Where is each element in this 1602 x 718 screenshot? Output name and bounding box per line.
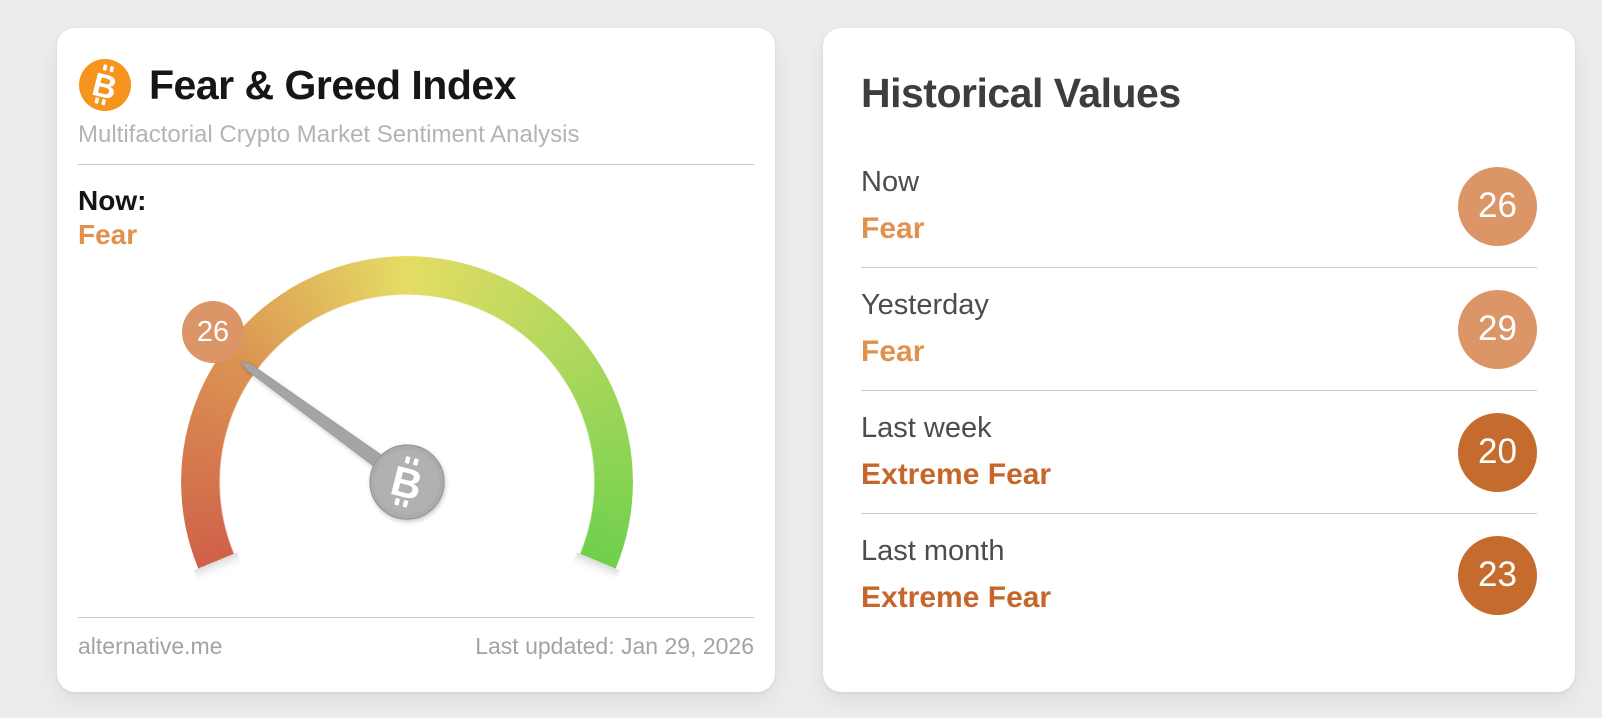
history-value-badge: 23 — [1458, 535, 1537, 615]
history-row-yesterday: Yesterday Fear 29 — [861, 267, 1537, 390]
history-sentiment: Fear — [861, 335, 925, 368]
history-period-label: Yesterday — [861, 289, 989, 321]
history-period-label: Now — [861, 166, 920, 198]
historical-values-title: Historical Values — [861, 70, 1181, 116]
fear-greed-gauge: B 26 — [78, 251, 754, 714]
history-sentiment: Extreme Fear — [861, 581, 1052, 614]
page-title: Fear & Greed Index — [149, 61, 516, 108]
historical-rows: Now Fear 26 Yesterday Fear 29 Last week … — [861, 145, 1537, 636]
gauge-value-badge: 26 — [182, 301, 244, 364]
history-value-badge: 20 — [1458, 412, 1537, 492]
index-card-header: B Fear & Greed Index — [78, 58, 754, 112]
history-row-last-month: Last month Extreme Fear 23 — [861, 513, 1537, 636]
now-label: Now: — [78, 185, 147, 216]
index-subtitle: Multifactorial Crypto Market Sentiment A… — [78, 121, 580, 148]
historical-values-card: Historical Values Now Fear 26 Yesterday … — [823, 28, 1575, 692]
now-sentiment-value: Fear — [78, 218, 138, 250]
source-link[interactable]: alternative.me — [78, 633, 223, 659]
history-period-label: Last month — [861, 535, 1005, 567]
history-row-now: Now Fear 26 — [861, 145, 1537, 267]
gauge-needle: B — [239, 360, 445, 520]
history-row-last-week: Last week Extreme Fear 20 — [861, 390, 1537, 513]
gauge-hub: B — [369, 444, 445, 520]
fear-greed-index-card: B Fear & Greed Index Multifactorial Cryp… — [57, 28, 775, 714]
last-updated-text: Last updated: Jan 29, 2026 — [475, 633, 754, 659]
history-sentiment: Fear — [861, 212, 925, 245]
header-divider — [78, 164, 754, 165]
history-value-badge: 26 — [1458, 166, 1537, 246]
history-value-badge: 29 — [1458, 289, 1537, 369]
bitcoin-icon: B — [79, 59, 131, 111]
history-sentiment: Extreme Fear — [861, 458, 1052, 491]
index-card-footer: alternative.me Last updated: Jan 29, 202… — [78, 617, 754, 692]
history-period-label: Last week — [861, 412, 992, 444]
current-sentiment-block: Now: Fear — [78, 184, 754, 251]
